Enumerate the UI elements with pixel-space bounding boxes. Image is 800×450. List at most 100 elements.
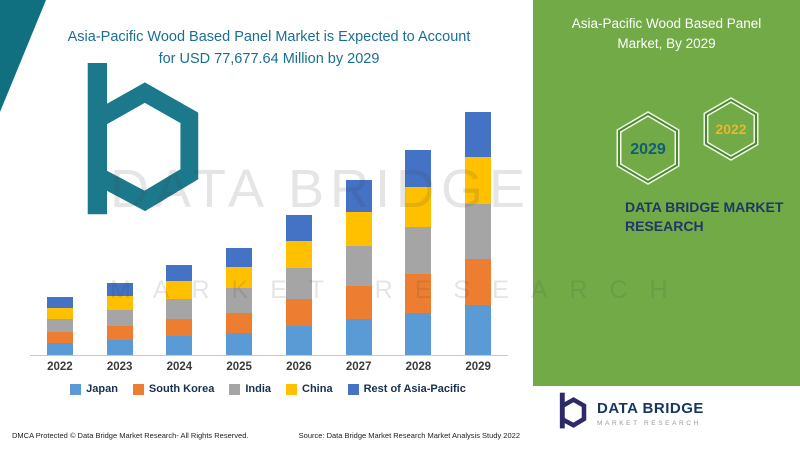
chart-title-line1: Asia-Pacific Wood Based Panel Market is … [67,29,471,45]
bar-stack-2024 [166,264,193,355]
segment-south-korea [166,319,193,337]
x-tick-2025: 2025 [226,361,252,373]
chart-title: Asia-Pacific Wood Based Panel Market is … [30,26,508,71]
segment-south-korea [226,312,253,333]
footer: DMCA Protected © Data Bridge Market Rese… [12,431,520,440]
legend-label-india: India [245,383,271,395]
x-axis: 2022 2023 2024 2025 2026 2027 2028 2029 [30,356,508,373]
bar-column-2026 [269,214,329,355]
legend-label-china: China [302,383,333,395]
company-logo: DATA BRIDGE MARKET RESEARCH [552,392,704,434]
segment-south-korea [405,273,432,313]
legend-item-rest-of-asia-pacific: Rest of Asia-Pacific [347,383,466,395]
legend-item-south-korea: South Korea [132,383,215,395]
side-panel: Asia-Pacific Wood Based Panel Market, By… [533,0,800,386]
bar-column-2023 [90,283,150,355]
logo-name: DATA BRIDGE [597,399,704,417]
bar-stack-2025 [226,247,253,355]
segment-india [465,203,492,259]
year-badges: 2029 2022 [616,97,759,185]
bar-column-2028 [389,149,449,355]
segment-india [405,227,432,274]
legend-swatch-india [229,383,241,395]
segment-rest-of-asia-pacific [285,214,312,241]
chart-legend: Japan South Korea India China Rest of Asia-P… [18,383,518,395]
bar-stack-2027 [345,179,372,355]
segment-china [166,281,193,299]
badge-2022: 2022 [703,97,759,161]
segment-china [46,307,73,319]
x-tick-2028: 2028 [405,361,432,373]
segment-south-korea [106,326,133,340]
segment-rest-of-asia-pacific [46,297,73,308]
segment-japan [46,342,73,355]
legend-swatch-south-korea [132,383,144,395]
x-tick-2027: 2027 [345,361,372,373]
source-note: Source: Data Bridge Market Research Mark… [298,431,520,440]
segment-japan [106,340,133,355]
side-panel-title: Asia-Pacific Wood Based Panel Market, By… [571,16,762,51]
chart-plot-area [30,110,508,356]
segment-india [106,309,133,327]
bar-stack-2029 [465,112,492,355]
segment-china [345,212,372,247]
segment-rest-of-asia-pacific [465,112,492,157]
bar-column-2027 [329,179,389,355]
legend-swatch-rest-of-asia-pacific [347,383,359,395]
badge-2029-label: 2029 [630,141,666,158]
legend-label-japan: Japan [86,383,118,395]
x-tick-2022: 2022 [47,361,73,373]
badge-2029: 2029 [616,111,680,185]
logo-text-block: DATA BRIDGE MARKET RESEARCH [597,400,704,427]
dbmr-b-watermark-icon [87,62,199,215]
segment-japan [166,336,193,355]
segment-rest-of-asia-pacific [405,149,432,188]
segment-south-korea [285,299,312,326]
legend-item-japan: Japan [70,383,118,395]
segment-india [166,298,193,320]
legend-label-rest-of-asia-pacific: Rest of Asia-Pacific [363,383,466,395]
brand-line2: RESEARCH [625,217,704,234]
x-tick-2024: 2024 [166,361,193,373]
x-tick-2023: 2023 [106,361,133,373]
logo-tagline: MARKET RESEARCH [597,419,701,427]
legend-item-china: China [286,383,333,395]
legend-swatch-china [286,383,297,395]
legend-label-south-korea: South Korea [148,383,215,395]
segment-south-korea [345,285,372,319]
dmca-notice: DMCA Protected © Data Bridge Market Rese… [12,431,249,440]
segment-rest-of-asia-pacific [166,264,193,282]
segment-china [106,295,133,310]
bar-stack-2022 [46,297,73,355]
bar-stack-2028 [405,149,432,355]
segment-south-korea [465,258,492,305]
segment-japan [345,318,372,355]
stacked-bar-chart: 2022 2023 2024 2025 2026 2027 2028 2029 [30,110,508,373]
bar-stack-2023 [106,283,133,355]
bar-column-2022 [30,297,90,355]
segment-rest-of-asia-pacific [106,283,133,296]
segment-rest-of-asia-pacific [226,247,253,268]
x-tick-2029: 2029 [465,361,491,373]
dbmr-b-logo-icon [559,392,587,429]
x-tick-2026: 2026 [286,361,312,373]
bar-column-2024 [150,264,210,355]
segment-india [46,318,73,332]
bar-stack-2026 [285,214,312,355]
segment-china [405,187,432,228]
segment-japan [405,312,432,355]
segment-china [285,240,312,268]
segment-india [345,246,372,286]
legend-swatch-japan [70,383,82,395]
chart-title-line2: for USD 77,677.64 Million by 2029 [158,51,380,68]
segment-japan [285,325,312,355]
brand-line1: DATA BRIDGE MARKET [625,199,784,215]
segment-china [226,267,253,289]
segment-south-korea [46,331,73,343]
segment-japan [465,304,492,355]
brand-text: DATA BRIDGE MARKET RESEARCH [625,198,783,236]
segment-rest-of-asia-pacific [345,179,372,213]
bar-column-2029 [448,112,508,355]
badge-2022-label: 2022 [715,121,746,137]
